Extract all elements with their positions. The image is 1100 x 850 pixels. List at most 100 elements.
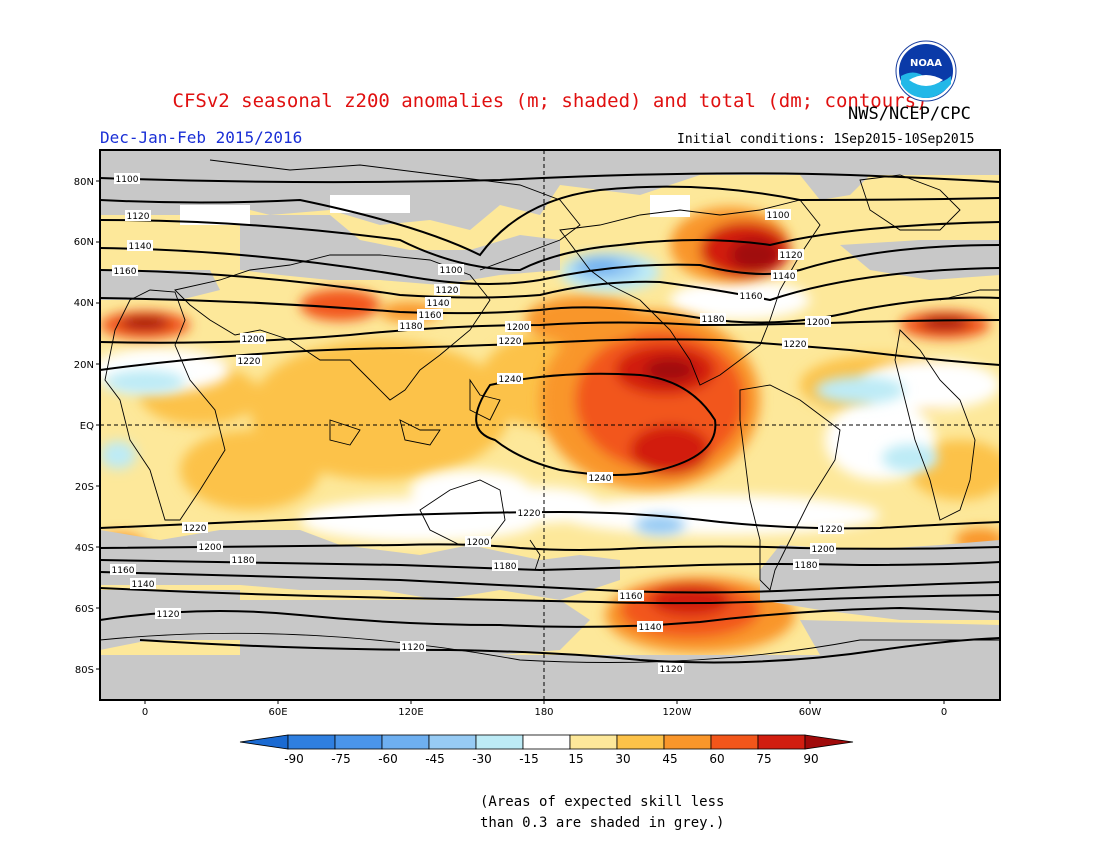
contour-label: 1160 [738,290,764,302]
lon-label: 60W [799,707,822,718]
chart-title: CFSv2 seasonal z200 anomalies (m; shaded… [172,90,928,112]
svg-text:1100: 1100 [116,175,139,185]
contour-label: 1220 [182,522,208,534]
svg-text:1220: 1220 [184,524,207,534]
contour-label: 1220 [818,523,844,535]
contour-label: 1180 [398,320,424,332]
colorbar-segment [381,734,430,750]
contour-label: 1220 [236,355,262,367]
lon-label: 0 [941,707,947,718]
contour-label: 1140 [127,240,153,252]
svg-text:1160: 1160 [114,267,137,277]
contour-label: 1120 [400,641,426,653]
longitude-axis: 0 60E 120E 180 120W 60W 0 [142,707,947,718]
contour-labels: 1100 1120 1140 1160 1100 1120 1140 1160 … [110,173,844,675]
colorbar-segment [287,734,336,750]
lon-label: 120E [398,707,423,718]
svg-text:1160: 1160 [112,566,135,576]
contour-label: 1120 [434,284,460,296]
lat-label: 60S [75,604,94,615]
contour-label: 1100 [114,173,140,185]
skill-footnote: (Areas of expected skill less than 0.3 a… [480,792,724,834]
lat-label: 80N [74,177,94,188]
contour-label: 1120 [125,210,151,222]
lat-label: 40S [75,543,94,554]
colorbar-segment [428,734,477,750]
contour-label: 1140 [425,297,451,309]
contour-label: 1240 [497,373,523,385]
svg-text:1140: 1140 [427,299,450,309]
contour-label: 1200 [505,321,531,333]
coastlines [100,159,1000,663]
svg-text:1120: 1120 [660,665,683,675]
svg-text:1180: 1180 [494,562,517,572]
colorbar-label: -30 [472,752,492,766]
svg-text:1160: 1160 [740,292,763,302]
contour-label: 1180 [793,559,819,571]
logo-text: NOAA [910,58,942,69]
lat-label: 20N [74,360,94,371]
colorbar-label: 45 [662,752,677,766]
svg-text:1180: 1180 [795,561,818,571]
svg-text:1200: 1200 [812,545,835,555]
lon-label: 120W [663,707,692,718]
svg-text:1100: 1100 [767,211,790,221]
contour-label: 1200 [805,316,831,328]
colorbar-label: 90 [803,752,818,766]
svg-text:1200: 1200 [807,318,830,328]
contour-label: 1140 [637,621,663,633]
svg-text:1220: 1220 [238,357,261,367]
lat-label: 40N [74,298,94,309]
contour-label: 1140 [771,270,797,282]
svg-text:1240: 1240 [499,375,522,385]
lat-label: 20S [75,482,94,493]
svg-text:1200: 1200 [199,543,222,553]
svg-text:1140: 1140 [639,623,662,633]
svg-text:1120: 1120 [436,286,459,296]
svg-text:1120: 1120 [157,610,180,620]
contour-label: 1220 [782,338,808,350]
lat-label: EQ [80,421,94,432]
lat-label: 80S [75,665,94,676]
contour-label: 1180 [700,313,726,325]
svg-text:1200: 1200 [467,538,490,548]
colorbar-label: -15 [519,752,539,766]
svg-text:1180: 1180 [400,322,423,332]
svg-text:1120: 1120 [780,251,803,261]
latitude-axis: 80N 60N 40N 20N EQ 20S 40S 60S 80S [74,177,94,676]
svg-text:1120: 1120 [127,212,150,222]
svg-text:1120: 1120 [402,643,425,653]
footnote-line-1: (Areas of expected skill less [480,794,725,810]
colorbar-label: 60 [709,752,724,766]
agency-label: NWS/NCEP/CPC [848,104,971,124]
contour-label: 1180 [492,560,518,572]
contour-label: 1160 [110,564,136,576]
contour-label: 1240 [587,472,613,484]
footnote-line-2: than 0.3 are shaded in grey.) [480,815,725,831]
contour-label: 1100 [438,264,464,276]
height-contours [100,172,1000,664]
colorbar [239,734,854,750]
svg-text:1160: 1160 [419,311,442,321]
colorbar-label: 75 [756,752,771,766]
colorbar-segment [475,734,524,750]
colorbar-label: -90 [284,752,304,766]
forecast-period: Dec-Jan-Feb 2015/2016 [100,128,303,147]
svg-text:1220: 1220 [820,525,843,535]
svg-text:1140: 1140 [132,580,155,590]
svg-text:1180: 1180 [232,556,255,566]
colorbar-segment [522,734,571,750]
svg-text:1220: 1220 [499,337,522,347]
contour-label: 1220 [516,507,542,519]
contour-label: 1160 [618,590,644,602]
colorbar-labels: -90 -75 -60 -45 -30 -15 15 30 45 60 75 9… [284,752,818,766]
lon-label: 0 [142,707,148,718]
contour-label: 1200 [465,536,491,548]
svg-text:1140: 1140 [129,242,152,252]
svg-text:1180: 1180 [702,315,725,325]
svg-text:1160: 1160 [620,592,643,602]
contour-label: 1200 [810,543,836,555]
contour-label: 1160 [417,309,443,321]
contour-label: 1140 [130,578,156,590]
